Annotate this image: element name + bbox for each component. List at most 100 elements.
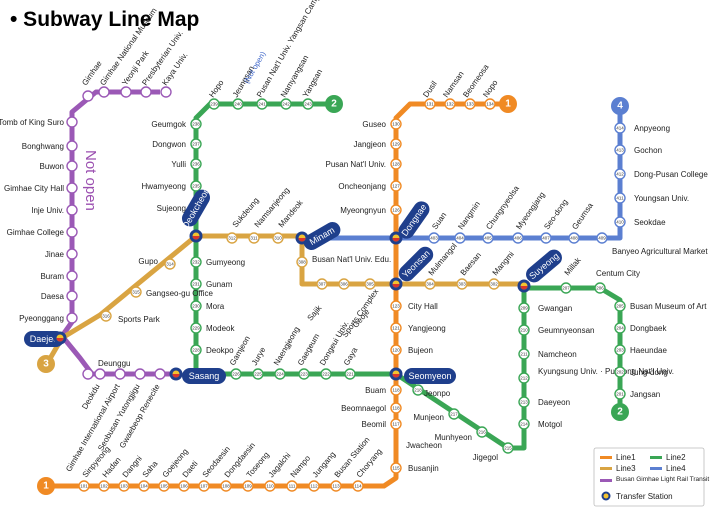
station-code: 411 [616, 196, 624, 201]
station-light_rail-6[interactable]: Buwon [40, 160, 78, 172]
station-code: 414 [616, 126, 624, 131]
station-line1_north-13[interactable]: 118 Beomnaegol [341, 402, 402, 414]
station-light_rail-5[interactable]: Bonghwang [22, 140, 78, 152]
station-line1_north-15[interactable]: 115 Busanjin [390, 462, 439, 474]
station-line2_southeast-1[interactable]: 217 Munjeon [413, 408, 460, 422]
station-code: 123 [392, 304, 400, 309]
station-line4-3[interactable]: 411 Youngsan Univ. [614, 192, 689, 204]
station-line1_north-6[interactable]: 128 Pusan Nat'l Univ. [325, 158, 402, 170]
station-name: Gumyeong [206, 258, 245, 267]
station-code: 132 [446, 102, 454, 107]
station-line2_southeast-13[interactable]: 205 Busan Museum of Art [614, 300, 707, 312]
station-name: Motgol [538, 420, 562, 429]
station-code: 221 [346, 372, 354, 377]
transfer-station-sasang[interactable]: Sasang [169, 367, 227, 385]
station-line2_southeast-9[interactable]: 210 Geumnyeonsan [518, 324, 594, 336]
legend-line1-label: Line1 [616, 453, 636, 462]
station-line1_north-12[interactable]: 118 Buam [365, 384, 402, 396]
station-code: 209 [520, 306, 528, 311]
station-name: Jurye [250, 345, 268, 367]
station-name: Myeongnyun [340, 206, 386, 215]
station-code: 118 [392, 406, 400, 411]
station-line2_southeast-5[interactable]: 214 Motgol [518, 418, 562, 430]
station-line1_north-4[interactable]: 130 Guseo [362, 118, 402, 130]
station-line2_southeast-2[interactable]: 216 Munhyeon [435, 426, 488, 442]
station-name: Hopo [207, 78, 226, 99]
station-line2_southeast-16[interactable]: 202 Jung-dong [614, 366, 668, 378]
station-code: 314 [166, 262, 174, 267]
station-line1_north-7[interactable]: 127 Oncheonjang [338, 180, 402, 192]
station-code: 215 [504, 446, 512, 451]
station-line2_southeast-17[interactable]: 201 Jangsan [614, 388, 660, 400]
station-line2_left-2[interactable]: 236 Yulli [171, 158, 202, 170]
station-line3-6[interactable]: 308 Busan Nat'l Univ. Edu. [296, 255, 391, 268]
station-name: Modeok [206, 324, 235, 333]
station-line3-1[interactable]: 315 Gangseo-gu Office [130, 286, 214, 298]
station-code: 211 [520, 352, 528, 357]
station-line4-4[interactable]: 410 Seokdae [614, 216, 666, 228]
station-name: Busan Museum of Art [630, 302, 707, 311]
transfer-station-label: Daejeo [30, 334, 59, 344]
station-light_rail-11[interactable]: Buram [40, 270, 78, 282]
station-line1_north-14[interactable]: 117 Beomil [362, 418, 402, 430]
line1-track [50, 101, 506, 489]
station-code: 223 [300, 372, 308, 377]
station-code: 109 [244, 484, 252, 489]
station-line2_southeast-0[interactable]: 218 Jeonpo [412, 384, 451, 398]
station-line2_left-8[interactable]: 229 Modeok [190, 322, 235, 334]
station-line2_southeast-6[interactable]: 213 Daeyeon [518, 396, 570, 408]
station-light_rail-13[interactable]: Pyeonggang [19, 312, 78, 324]
station-light_rail-8[interactable]: Inje Univ. [31, 204, 78, 216]
station-line2_southeast-7[interactable]: 212 Kyungsung Univ. · Pukyong Nat'l Univ. [518, 367, 674, 384]
station-line2_southeast-14[interactable]: 204 Dongbaek [614, 322, 667, 334]
station-code: 130 [392, 122, 400, 127]
station-line4-1[interactable]: 413 Gochon [614, 144, 662, 156]
station-line2_southeast-4[interactable]: 215 Jigegol [473, 442, 514, 462]
line3-left-end: 3 [37, 355, 55, 373]
station-line4-0[interactable]: 414 Anpyeong [614, 122, 670, 134]
legend-line1-swatch [600, 456, 612, 459]
station-line1_north-10[interactable]: 121 Yangjeong [390, 322, 446, 334]
station-name: Seo-dong [542, 198, 569, 232]
station-line2_southeast-15[interactable]: 203 Haeundae [614, 344, 667, 356]
station-line4-2[interactable]: 412 Dong-Pusan College [614, 168, 708, 180]
station-line2_left-3[interactable]: 235 Hwamyeong [142, 180, 202, 192]
station-line2_left-7[interactable]: 230 Mora [190, 300, 225, 312]
station-line2_left-9[interactable]: 228 Deokpo [190, 344, 234, 356]
station-name: Gunam [206, 280, 233, 289]
station-line1_north-8[interactable]: 126 Myeongnyun [340, 204, 402, 216]
station-light_rail-4[interactable]: Royal Tomb of King Suro [0, 116, 78, 128]
station-line3-2[interactable]: 314 Gupo [138, 257, 176, 270]
station-line1_north-11[interactable]: 120 Bujeon [390, 344, 433, 356]
station-line2_left-5[interactable]: 232 Gumyeong [190, 256, 245, 268]
station-code: 103 [120, 484, 128, 489]
station-light_rail-12[interactable]: Daesa [41, 290, 78, 302]
station-code: 305 [366, 282, 374, 287]
transfer-station-label: Seomyeon [408, 371, 451, 381]
station-light_rail-14[interactable]: Deunggu [82, 359, 130, 380]
transfer-station-seomyeon[interactable]: Seomyeon [389, 367, 457, 385]
station-code: 226 [232, 372, 240, 377]
station-line3-0[interactable]: 316 Sports Park [100, 310, 161, 324]
station-line2_southeast-8[interactable]: 211 Namcheon [518, 348, 577, 360]
station-line2_southeast-10[interactable]: 209 Gwangan [518, 302, 572, 314]
station-name: Deunggu [98, 359, 130, 368]
station-line1_north-5[interactable]: 129 Jangjeon [354, 138, 402, 150]
station-light_rail-7[interactable]: Gimhae City Hall [4, 182, 78, 194]
station-line4-5[interactable]: 409 Banyeo Agricultural Market [596, 232, 708, 256]
legend-line2-swatch [650, 456, 662, 459]
station-name: Gaya [342, 345, 360, 367]
station-line2_left-1[interactable]: 237 Dongwon [152, 138, 202, 150]
station-line2_left-0[interactable]: 238 Geumgok [151, 118, 202, 130]
station-line2_left-6[interactable]: 231 Gunam [190, 278, 233, 290]
station-line2_southeast-12[interactable]: 206 Centum City [594, 269, 640, 294]
station-light_rail-9[interactable]: Gimhae College [7, 226, 78, 238]
station-name: Deokdu [80, 383, 102, 411]
station-line1_north-9[interactable]: 123 City Hall [390, 300, 438, 312]
page-title: • Subway Line Map [10, 8, 200, 31]
transfer-station-daejeo[interactable]: Daejeo [24, 331, 67, 347]
station-name: Dong-Pusan College [634, 170, 708, 179]
station-light_rail-10[interactable]: Jinae [45, 248, 78, 260]
